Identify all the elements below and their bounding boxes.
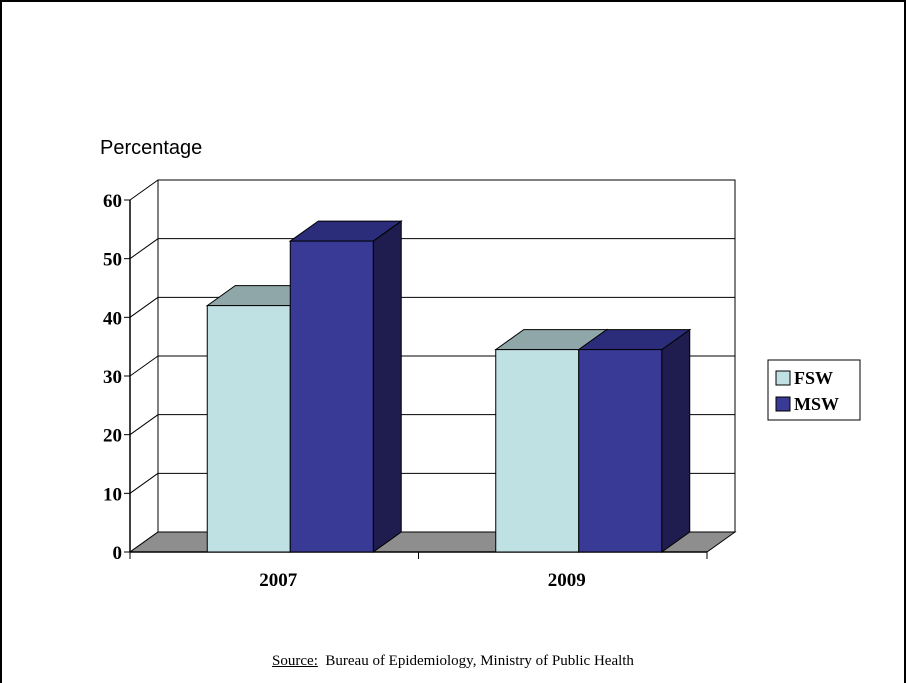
- side-wall-gridline: [129, 355, 159, 377]
- source-footer: Source: Bureau of Epidemiology, Ministry…: [0, 653, 906, 670]
- y-tick-label: 40: [103, 308, 122, 329]
- bar-fsw-2007: [206, 305, 291, 553]
- side-wall-gridline: [129, 414, 159, 436]
- source-text: Bureau of Epidemiology, Ministry of Publ…: [325, 653, 634, 669]
- bar-side-msw-2009: [661, 328, 691, 553]
- legend-swatch-fsw: [775, 370, 791, 386]
- bar-msw-2007: [289, 240, 374, 553]
- x-tick-label: 2007: [259, 570, 298, 591]
- side-wall-gridline: [129, 296, 159, 318]
- side-wall-gridline: [129, 238, 159, 260]
- y-tick-label: 60: [103, 191, 122, 212]
- chart-plot-area: 0 10 20 30 40 50 60 2007 2009: [103, 179, 737, 591]
- legend: FSW MSW: [767, 359, 861, 421]
- side-wall-gridline: [129, 472, 159, 494]
- source-label: Source:: [272, 653, 318, 669]
- side-wall-gridline: [129, 179, 159, 201]
- x-tick-label: 2009: [548, 570, 586, 591]
- legend-swatch-msw: [775, 396, 791, 412]
- y-tick-label: 20: [103, 426, 122, 447]
- y-tick-label: 50: [103, 250, 122, 271]
- legend-label-msw: MSW: [794, 394, 839, 414]
- y-axis-label: Percentage: [100, 137, 202, 159]
- y-tick-label: 30: [103, 367, 122, 388]
- legend-label-fsw: FSW: [794, 368, 833, 388]
- bar-fsw-2009: [495, 349, 580, 553]
- y-tick-label: 10: [103, 484, 122, 505]
- bar-msw-2009: [578, 349, 663, 553]
- bar-side-msw-2007: [372, 220, 402, 553]
- y-tick-label: 0: [113, 543, 123, 564]
